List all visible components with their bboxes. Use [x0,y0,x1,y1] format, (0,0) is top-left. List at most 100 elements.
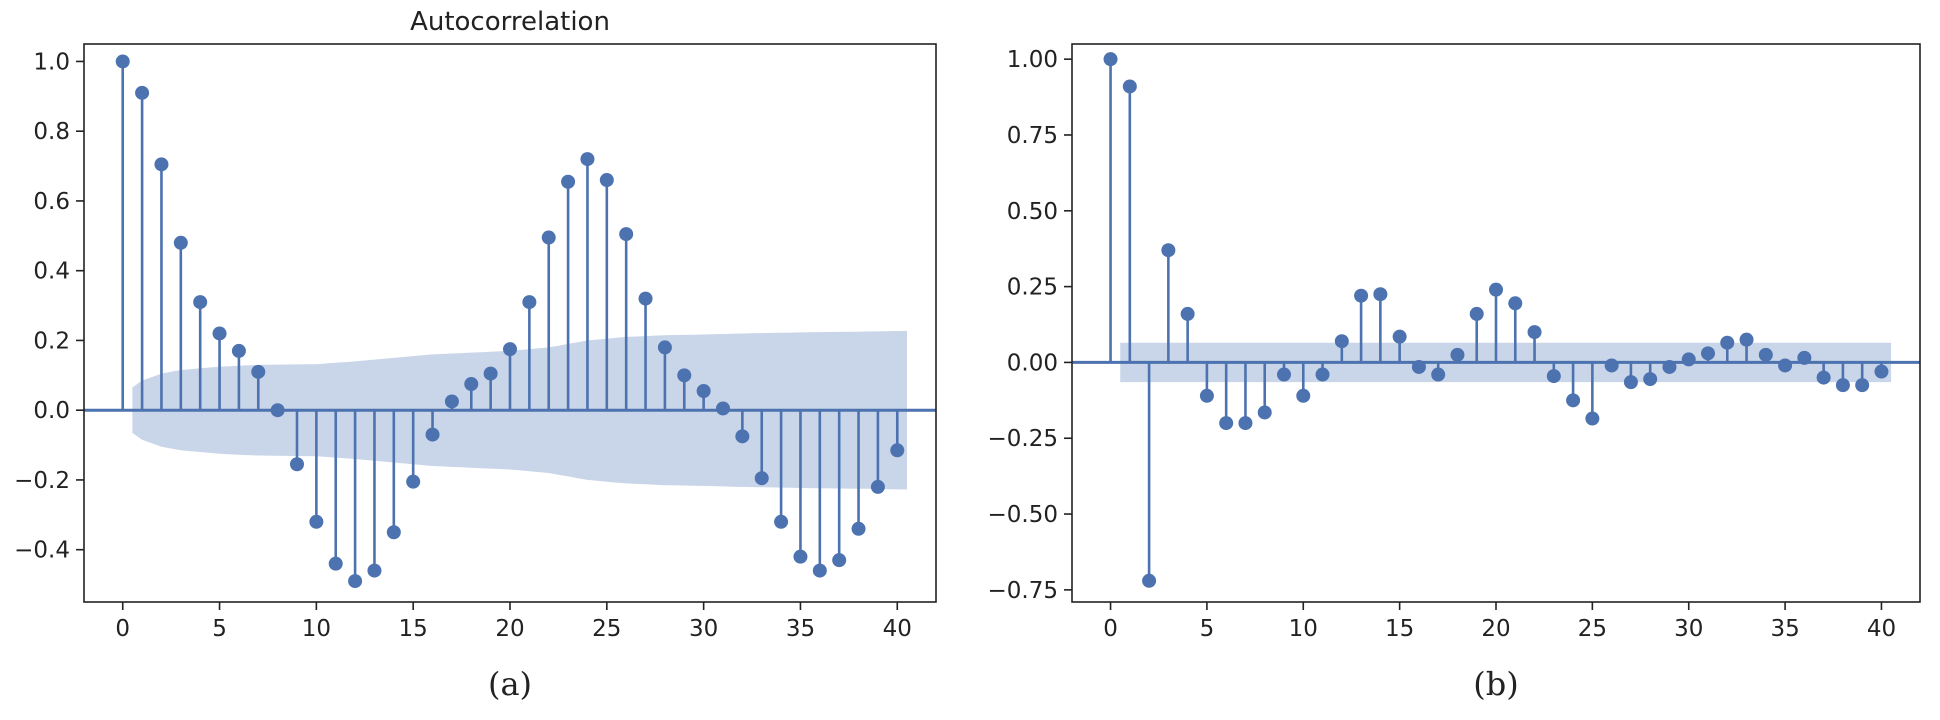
y-tick-label: 1.00 [1007,47,1058,73]
stem-marker [696,384,711,399]
stem-marker [1431,367,1446,382]
stem-marker [1662,359,1677,374]
stem-marker [1720,335,1735,350]
stem-marker [735,429,750,444]
stem-marker [1142,573,1157,588]
panel-b-autocorrelation-chart: 0 5 10 15 20 25 30 35 40 −0.75 −0.50 −0.25 0.00 0.25 0… [988,43,1921,703]
stem-marker [425,427,440,442]
stem-marker [173,235,188,250]
x-tick-label: 40 [883,616,912,642]
x-tick-label: 30 [689,616,718,642]
stem-marker [1643,372,1658,387]
x-tick-label: 10 [302,616,331,642]
stem-marker [638,291,653,306]
stem-marker [580,152,595,167]
stem-marker [619,227,634,242]
stem-marker [1778,358,1793,373]
stem-marker [1527,325,1542,340]
stem-marker [444,394,459,409]
stem-marker [270,403,285,418]
stem-marker [522,295,537,310]
stem-marker [561,174,576,189]
stem-marker [1469,306,1484,321]
stem-marker [309,514,324,529]
stem-marker [1122,79,1137,94]
y-tick-label: 0.0 [33,398,70,424]
y-tick-label: 0.4 [33,259,70,285]
stem-marker [1489,282,1503,297]
stem-marker [870,479,885,494]
stem-marker [812,563,827,578]
stem-marker [483,366,498,381]
stem-marker [1334,334,1349,349]
stem-marker [1701,346,1715,361]
stem-marker [1238,416,1253,431]
x-tick-label: 40 [1867,616,1896,642]
stem-marker [832,553,847,568]
stem-marker [1103,52,1118,67]
stem-marker [348,574,363,589]
stem-marker [1450,347,1465,362]
x-tick-label: 15 [399,616,428,642]
stem-marker [1257,405,1272,420]
stem-marker [464,377,479,392]
stem-marker [1315,367,1330,382]
stem-marker [1585,411,1600,426]
y-tick-label: 0.2 [33,328,70,354]
stem-marker [754,471,769,486]
x-tick-label: 30 [1674,616,1703,642]
stem-marker [328,556,343,571]
y-tick-label: 0.8 [33,119,70,145]
stem-marker [135,85,150,100]
stem-marker [541,230,556,245]
x-tick-label: 35 [786,616,815,642]
stem-marker [1546,369,1561,384]
x-tick-label: 15 [1385,616,1414,642]
y-tick-label: −0.25 [988,426,1058,452]
stem-marker [1604,358,1619,373]
y-tick-label: −0.75 [988,578,1058,604]
stem-marker [367,563,382,578]
x-tick-label: 5 [212,616,227,642]
x-tick-label: 0 [115,616,130,642]
stem-marker [1161,243,1176,258]
stem-marker [1373,287,1388,302]
stem-marker [231,343,246,358]
x-tick-label: 20 [1481,616,1510,642]
x-tick-label: 25 [1578,616,1607,642]
stem-marker [1681,352,1696,367]
stem-marker [251,364,266,379]
stem-marker [1758,347,1773,362]
stem-marker [1354,288,1369,303]
stem-marker [115,54,130,69]
stem-marker [503,342,517,357]
stem-marker [1199,388,1214,403]
stem-marker [1855,378,1870,393]
x-tick-label: 25 [592,616,621,642]
x-tick-label: 10 [1289,616,1318,642]
stem-marker [193,295,208,310]
stem-marker [386,525,401,540]
y-tick-label: 1.0 [33,49,70,75]
stem-marker [1797,350,1812,365]
stem-marker [1816,370,1831,385]
y-tick-label: 0.6 [33,189,70,215]
stem-marker [406,474,421,489]
x-tick-label: 35 [1770,616,1799,642]
stem-marker [1296,388,1311,403]
panel-a-autocorrelation-chart: 0 5 10 15 20 25 30 35 40 −0.4 −0.2 0.0 0.2 0.4 0.6 0.8 1… [14,7,937,703]
stem-marker [1277,367,1291,382]
stem-marker [1623,375,1638,390]
y-tick-label: −0.4 [14,538,70,564]
stem-marker [1392,329,1407,344]
stem-marker [1835,378,1850,393]
stem-marker [677,368,692,383]
y-tick-label: 0.50 [1007,199,1058,225]
axes-frame [83,43,937,603]
stem-marker [716,401,730,416]
stem-marker [599,173,614,188]
stem-marker [1411,359,1426,374]
stem-marker [1566,393,1581,408]
panel-caption: (b) [1473,665,1518,703]
